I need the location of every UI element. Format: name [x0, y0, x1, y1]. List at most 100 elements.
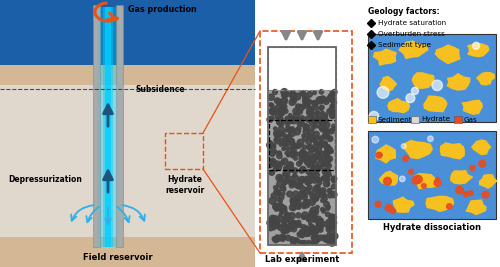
Circle shape [266, 142, 274, 148]
Circle shape [332, 176, 336, 181]
Circle shape [306, 109, 314, 116]
Circle shape [292, 168, 298, 173]
Circle shape [311, 165, 316, 171]
Circle shape [322, 209, 326, 213]
Circle shape [314, 105, 318, 110]
Circle shape [291, 153, 294, 156]
Circle shape [302, 169, 305, 172]
Circle shape [316, 97, 322, 103]
Circle shape [330, 222, 335, 227]
Circle shape [330, 239, 334, 243]
Circle shape [332, 215, 336, 219]
Circle shape [272, 162, 277, 166]
Circle shape [314, 153, 321, 159]
Circle shape [276, 235, 278, 238]
Circle shape [299, 191, 304, 196]
Circle shape [320, 122, 322, 125]
Circle shape [312, 234, 318, 241]
Circle shape [299, 168, 304, 173]
Circle shape [328, 94, 334, 100]
Circle shape [297, 232, 302, 237]
Circle shape [282, 133, 286, 137]
Circle shape [297, 122, 301, 126]
Circle shape [319, 90, 324, 94]
Circle shape [282, 188, 286, 191]
Circle shape [282, 147, 285, 151]
Circle shape [317, 224, 323, 230]
Circle shape [324, 181, 330, 187]
Circle shape [318, 156, 322, 161]
Circle shape [283, 226, 286, 230]
Circle shape [282, 230, 286, 234]
Circle shape [308, 178, 312, 182]
Circle shape [278, 204, 284, 211]
Circle shape [323, 132, 329, 138]
Circle shape [322, 176, 326, 180]
Circle shape [297, 139, 304, 146]
Circle shape [320, 105, 324, 109]
Circle shape [316, 220, 323, 227]
Circle shape [322, 141, 328, 146]
Circle shape [310, 160, 314, 165]
Circle shape [320, 235, 326, 241]
FancyBboxPatch shape [0, 237, 255, 267]
Circle shape [274, 127, 277, 131]
Circle shape [312, 120, 316, 124]
Circle shape [277, 120, 283, 125]
Circle shape [294, 93, 301, 100]
Polygon shape [440, 142, 465, 160]
Circle shape [304, 160, 310, 165]
Circle shape [308, 216, 310, 219]
Circle shape [302, 155, 308, 162]
Circle shape [303, 201, 310, 208]
Circle shape [284, 173, 288, 177]
Circle shape [312, 195, 318, 202]
Circle shape [286, 175, 289, 178]
Circle shape [308, 109, 314, 114]
Circle shape [296, 183, 303, 189]
Circle shape [317, 180, 322, 185]
Circle shape [318, 140, 324, 147]
Circle shape [317, 178, 322, 182]
Circle shape [312, 159, 316, 163]
Circle shape [278, 108, 284, 115]
Polygon shape [372, 48, 397, 66]
Circle shape [324, 202, 330, 207]
Circle shape [302, 241, 307, 245]
Polygon shape [462, 100, 483, 115]
Circle shape [324, 150, 330, 156]
Circle shape [283, 109, 288, 113]
Circle shape [329, 239, 336, 246]
Circle shape [298, 176, 305, 183]
Circle shape [269, 144, 273, 147]
Circle shape [294, 222, 298, 225]
Circle shape [322, 133, 329, 139]
Circle shape [286, 226, 292, 231]
Circle shape [278, 126, 284, 132]
Circle shape [308, 145, 311, 148]
Circle shape [311, 210, 315, 214]
Circle shape [296, 222, 300, 227]
Circle shape [302, 151, 307, 156]
Circle shape [320, 96, 326, 102]
Circle shape [282, 104, 287, 109]
Circle shape [296, 213, 301, 218]
Circle shape [300, 230, 306, 236]
Circle shape [316, 112, 322, 118]
Circle shape [294, 157, 298, 160]
FancyBboxPatch shape [368, 131, 496, 219]
Circle shape [326, 219, 332, 226]
Circle shape [329, 137, 332, 141]
Circle shape [288, 213, 296, 219]
Circle shape [306, 139, 312, 145]
Circle shape [479, 160, 486, 167]
Circle shape [308, 192, 312, 195]
Circle shape [280, 138, 283, 142]
Circle shape [294, 128, 300, 135]
Circle shape [270, 222, 274, 227]
Circle shape [299, 156, 305, 162]
Circle shape [298, 118, 304, 124]
Circle shape [310, 207, 317, 214]
Circle shape [328, 193, 332, 198]
Polygon shape [471, 139, 492, 155]
